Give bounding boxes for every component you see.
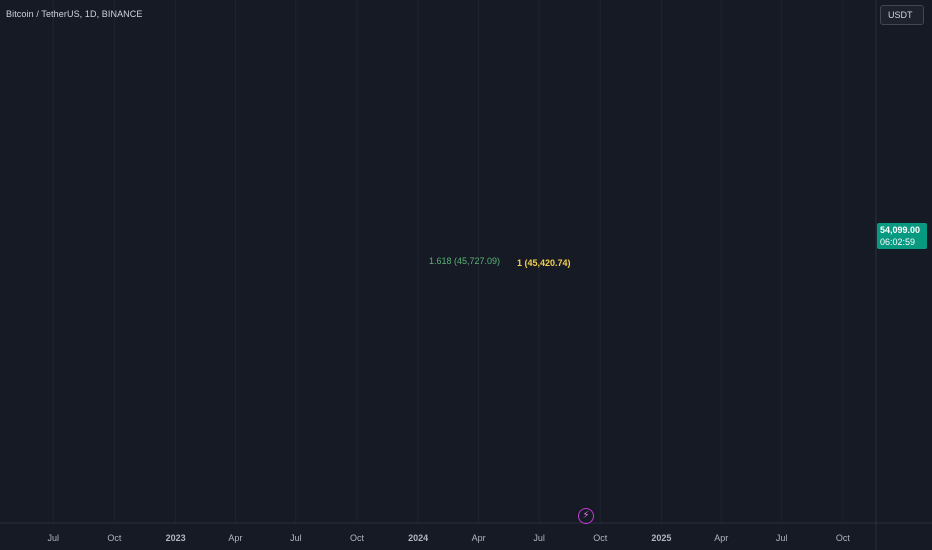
x-tick-label: Jul: [48, 533, 60, 543]
x-tick-label: Oct: [593, 533, 608, 543]
x-tick-label: Apr: [228, 533, 242, 543]
x-tick-label: Jul: [290, 533, 302, 543]
x-tick-label: Apr: [472, 533, 486, 543]
last-price-value: 54,099.00: [880, 225, 921, 235]
target-level-label: 1 (45,420.74): [517, 258, 571, 268]
fib-level-label: 1.618 (45,727.09): [429, 256, 501, 266]
x-tick-label: Oct: [107, 533, 122, 543]
x-tick-label: 2025: [651, 533, 671, 543]
symbol-title: Bitcoin / TetherUS, 1D, BINANCE: [6, 9, 143, 19]
currency-button[interactable]: USDT: [880, 5, 924, 25]
x-tick-label: Jul: [533, 533, 545, 543]
last-price-tag: 54,099.00 06:02:59: [877, 223, 927, 249]
x-tick-label: 2023: [166, 533, 186, 543]
x-tick-label: Jul: [776, 533, 788, 543]
x-tick-label: 2024: [408, 533, 428, 543]
x-tick-label: Apr: [714, 533, 728, 543]
lightning-icon[interactable]: ⚡: [578, 508, 594, 524]
x-tick-label: Oct: [350, 533, 365, 543]
bar-countdown: 06:02:59: [880, 237, 916, 247]
x-tick-label: Oct: [836, 533, 851, 543]
